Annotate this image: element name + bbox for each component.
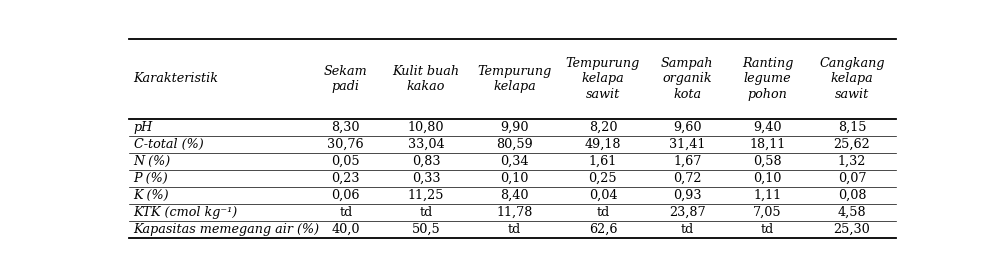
Text: 1,11: 1,11: [754, 189, 782, 202]
Text: 50,5: 50,5: [412, 222, 441, 236]
Text: 0,07: 0,07: [838, 172, 866, 184]
Text: 40,0: 40,0: [332, 222, 360, 236]
Text: 1,61: 1,61: [589, 155, 617, 167]
Text: N (%): N (%): [134, 155, 171, 167]
Text: Kulit buah
kakao: Kulit buah kakao: [393, 65, 460, 93]
Text: td: td: [761, 222, 774, 236]
Text: 11,78: 11,78: [496, 206, 533, 219]
Text: td: td: [420, 206, 433, 219]
Text: 1,67: 1,67: [673, 155, 701, 167]
Text: 0,04: 0,04: [589, 189, 617, 202]
Text: Sampah
organik
kota: Sampah organik kota: [661, 57, 713, 101]
Text: Cangkang
kelapa
sawit: Cangkang kelapa sawit: [819, 57, 885, 101]
Text: 25,30: 25,30: [834, 222, 870, 236]
Text: 8,15: 8,15: [838, 121, 866, 133]
Text: 10,80: 10,80: [408, 121, 444, 133]
Text: 8,20: 8,20: [589, 121, 617, 133]
Text: 33,04: 33,04: [408, 138, 444, 150]
Text: 0,33: 0,33: [412, 172, 440, 184]
Text: 0,83: 0,83: [412, 155, 440, 167]
Text: 62,6: 62,6: [589, 222, 617, 236]
Text: P (%): P (%): [134, 172, 168, 184]
Text: 0,25: 0,25: [589, 172, 617, 184]
Text: 0,23: 0,23: [332, 172, 360, 184]
Text: 18,11: 18,11: [749, 138, 786, 150]
Text: 0,10: 0,10: [753, 172, 782, 184]
Text: 0,06: 0,06: [332, 189, 360, 202]
Text: 30,76: 30,76: [327, 138, 364, 150]
Text: 4,58: 4,58: [838, 206, 866, 219]
Text: Sekam
padi: Sekam padi: [324, 65, 368, 93]
Text: 23,87: 23,87: [669, 206, 706, 219]
Text: Karakteristik: Karakteristik: [134, 72, 219, 85]
Text: td: td: [681, 222, 694, 236]
Text: 1,32: 1,32: [838, 155, 866, 167]
Text: 9,40: 9,40: [753, 121, 782, 133]
Text: 8,40: 8,40: [500, 189, 529, 202]
Text: 80,59: 80,59: [496, 138, 533, 150]
Text: Tempurung
kelapa
sawit: Tempurung kelapa sawit: [566, 57, 640, 101]
Text: 0,93: 0,93: [673, 189, 701, 202]
Text: 9,90: 9,90: [500, 121, 529, 133]
Text: 9,60: 9,60: [673, 121, 701, 133]
Text: K (%): K (%): [134, 189, 169, 202]
Text: 11,25: 11,25: [408, 189, 444, 202]
Text: 49,18: 49,18: [585, 138, 621, 150]
Text: 31,41: 31,41: [669, 138, 705, 150]
Text: td: td: [596, 206, 610, 219]
Text: 0,08: 0,08: [838, 189, 866, 202]
Text: 8,30: 8,30: [332, 121, 360, 133]
Text: td: td: [339, 206, 352, 219]
Text: 7,05: 7,05: [753, 206, 782, 219]
Text: Tempurung
kelapa: Tempurung kelapa: [477, 65, 552, 93]
Text: 0,58: 0,58: [753, 155, 782, 167]
Text: 0,10: 0,10: [500, 172, 529, 184]
Text: Ranting
legume
pohon: Ranting legume pohon: [742, 57, 793, 101]
Text: 25,62: 25,62: [834, 138, 870, 150]
Text: td: td: [508, 222, 521, 236]
Text: KTK (cmol kg⁻¹): KTK (cmol kg⁻¹): [134, 206, 238, 219]
Text: pH: pH: [134, 121, 153, 133]
Text: 0,72: 0,72: [673, 172, 701, 184]
Text: Kapasitas memegang air (%): Kapasitas memegang air (%): [134, 222, 320, 236]
Text: 0,34: 0,34: [500, 155, 529, 167]
Text: 0,05: 0,05: [331, 155, 360, 167]
Text: C-total (%): C-total (%): [134, 138, 203, 150]
